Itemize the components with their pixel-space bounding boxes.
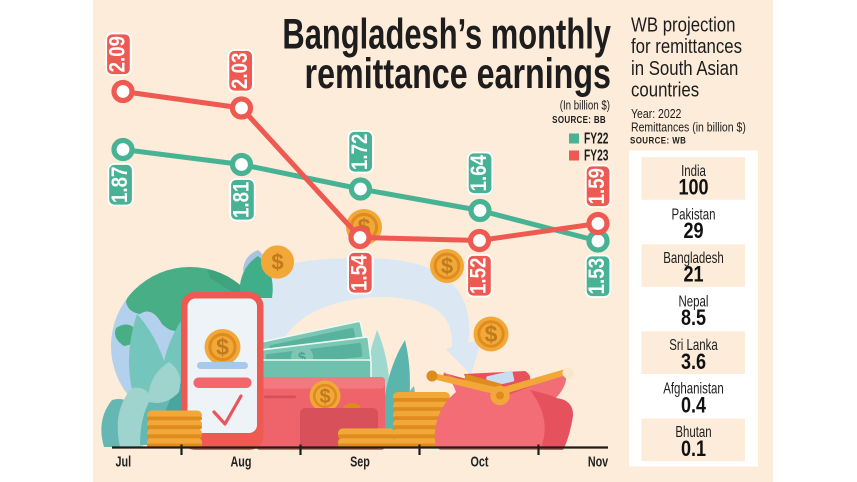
svg-text:1.87: 1.87 xyxy=(107,167,132,203)
svg-text:WB projection: WB projection xyxy=(631,13,735,36)
svg-text:8.5: 8.5 xyxy=(681,307,706,331)
svg-text:0.1: 0.1 xyxy=(681,437,706,461)
svg-text:$: $ xyxy=(319,386,330,408)
svg-text:Bhutan: Bhutan xyxy=(675,424,711,441)
svg-text:Sri Lanka: Sri Lanka xyxy=(669,336,718,353)
svg-text:Bangladesh: Bangladesh xyxy=(663,249,724,266)
svg-text:100: 100 xyxy=(678,176,708,200)
svg-text:3.6: 3.6 xyxy=(681,350,706,374)
svg-text:0.4: 0.4 xyxy=(681,394,707,418)
svg-text:Pakistan: Pakistan xyxy=(672,206,716,223)
svg-text:1.72: 1.72 xyxy=(347,134,372,170)
svg-text:Year: 2022: Year: 2022 xyxy=(631,108,681,121)
svg-text:Nepal: Nepal xyxy=(679,293,709,310)
svg-text:Oct: Oct xyxy=(471,453,490,470)
svg-text:21: 21 xyxy=(683,263,703,287)
svg-text:Aug: Aug xyxy=(231,453,252,470)
svg-text:2.03: 2.03 xyxy=(227,53,252,89)
svg-text:FY22: FY22 xyxy=(584,129,608,147)
svg-text:Bangladesh’s monthly: Bangladesh’s monthly xyxy=(282,9,611,57)
svg-text:$: $ xyxy=(216,334,229,360)
svg-text:SOURCE: WB: SOURCE: WB xyxy=(630,135,686,146)
svg-text:SOURCE: BB: SOURCE: BB xyxy=(552,114,606,125)
svg-text:1.53: 1.53 xyxy=(585,258,610,294)
svg-text:India: India xyxy=(681,162,706,179)
svg-text:2.09: 2.09 xyxy=(105,36,130,72)
svg-text:1.81: 1.81 xyxy=(229,182,254,218)
svg-text:countries: countries xyxy=(631,78,699,101)
svg-text:Jul: Jul xyxy=(116,453,132,470)
svg-text:$: $ xyxy=(485,321,498,347)
svg-text:$: $ xyxy=(441,254,453,279)
svg-text:1.52: 1.52 xyxy=(466,258,491,294)
svg-text:Sep: Sep xyxy=(350,453,370,470)
svg-text:1.64: 1.64 xyxy=(467,155,492,192)
svg-text:$: $ xyxy=(297,349,307,366)
svg-text:$: $ xyxy=(271,250,283,275)
svg-text:FY23: FY23 xyxy=(584,146,608,164)
svg-text:Remittances (in billion $): Remittances (in billion $) xyxy=(631,122,746,135)
svg-text:Afghanistan: Afghanistan xyxy=(663,380,724,397)
svg-text:1.54: 1.54 xyxy=(347,254,372,291)
svg-text:in South Asian: in South Asian xyxy=(631,56,738,79)
svg-text:for remittances: for remittances xyxy=(631,35,742,58)
svg-text:remittance earnings: remittance earnings xyxy=(305,51,611,99)
svg-text:Nov: Nov xyxy=(588,453,609,470)
svg-text:1.59: 1.59 xyxy=(585,168,610,204)
svg-text:(In billion $): (In billion $) xyxy=(560,99,611,112)
svg-text:29: 29 xyxy=(683,220,703,244)
